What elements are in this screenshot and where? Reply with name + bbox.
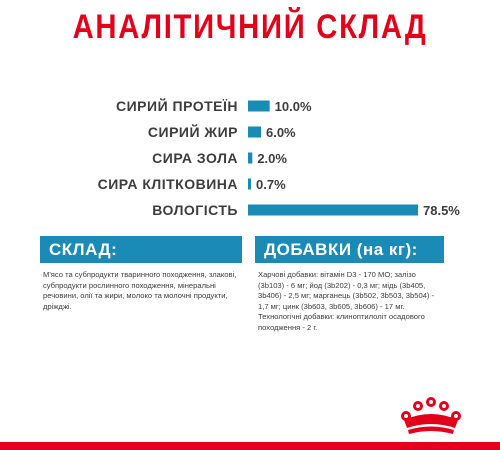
additives-text: Харчові добавки: вітамін D3 - 170 МО; за… — [258, 270, 435, 332]
composition-panel: СКЛАД: М'ясо та субпродукти тваринного п… — [40, 236, 242, 312]
royal-canin-crown-icon — [401, 397, 461, 434]
category-label: ВОЛОГІСТЬ — [152, 202, 238, 218]
category-label: СИРА ЗОЛА — [152, 150, 238, 166]
bar — [248, 204, 418, 216]
bar — [248, 178, 251, 190]
analytical-bar-chart: СИРИЙ ПРОТЕЇН 10.0% СИРИЙ ЖИР 6.0% СИРА ЗОЛА… — [98, 97, 461, 218]
category-label: СИРА КЛІТКОВИНА — [98, 176, 238, 192]
bar — [248, 126, 261, 138]
bottom-bar — [0, 442, 500, 450]
value-label: 78.5% — [423, 203, 460, 218]
additives-panel: ДОБАВКИ (на кг): Харчові добавки: вітамі… — [255, 236, 444, 334]
bar — [248, 100, 270, 112]
value-label: 0.7% — [256, 177, 286, 192]
category-label: СИРИЙ ЖИР — [148, 123, 238, 140]
value-label: 10.0% — [275, 99, 312, 114]
category-label: СИРИЙ ПРОТЕЇН — [116, 97, 238, 114]
composition-text: М'ясо та субпродукти тваринного походжен… — [43, 270, 237, 311]
value-label: 2.0% — [257, 151, 287, 166]
page-title: АНАЛІТИЧНИЙ СКЛАД — [72, 8, 428, 46]
bar — [248, 152, 253, 164]
value-label: 6.0% — [266, 125, 296, 140]
composition-header: СКЛАД: — [40, 236, 242, 263]
additives-header: ДОБАВКИ (на кг): — [255, 236, 444, 263]
